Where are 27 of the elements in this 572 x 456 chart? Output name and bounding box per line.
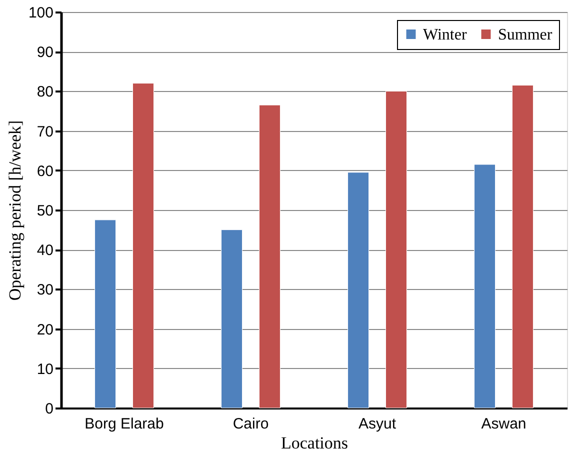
y-tick-label: 70 [36, 123, 54, 140]
bar [512, 85, 534, 408]
bar [385, 90, 407, 408]
y-tick-label: 20 [36, 321, 54, 338]
bar [221, 230, 243, 408]
y-tick-label: 60 [36, 162, 54, 180]
y-tick-label: 90 [36, 44, 54, 62]
y-tick-label: 0 [45, 400, 54, 418]
y-tick-label: 50 [36, 202, 54, 220]
x-tick-label: Aswan [481, 416, 526, 432]
y-tick-label: 40 [36, 242, 54, 260]
y-tick-label: 10 [36, 360, 54, 378]
y-tick-label: 100 [28, 4, 54, 22]
y-tick-label: 30 [36, 282, 54, 299]
bar [258, 104, 280, 408]
legend-label: Winter [423, 26, 468, 44]
y-axis-title: Operating period [h/week] [5, 120, 24, 301]
bar [94, 220, 116, 408]
x-tick-label: Cairo [232, 416, 269, 432]
x-axis-title: Locations [280, 434, 348, 452]
bar [348, 172, 370, 408]
y-tick-label: 80 [36, 84, 54, 101]
bar [474, 164, 496, 408]
x-tick-label: Borg Elarab [84, 416, 164, 432]
legend-label: Summer [498, 26, 553, 44]
bar [132, 83, 154, 408]
x-tick-label: Asyut [358, 416, 397, 432]
